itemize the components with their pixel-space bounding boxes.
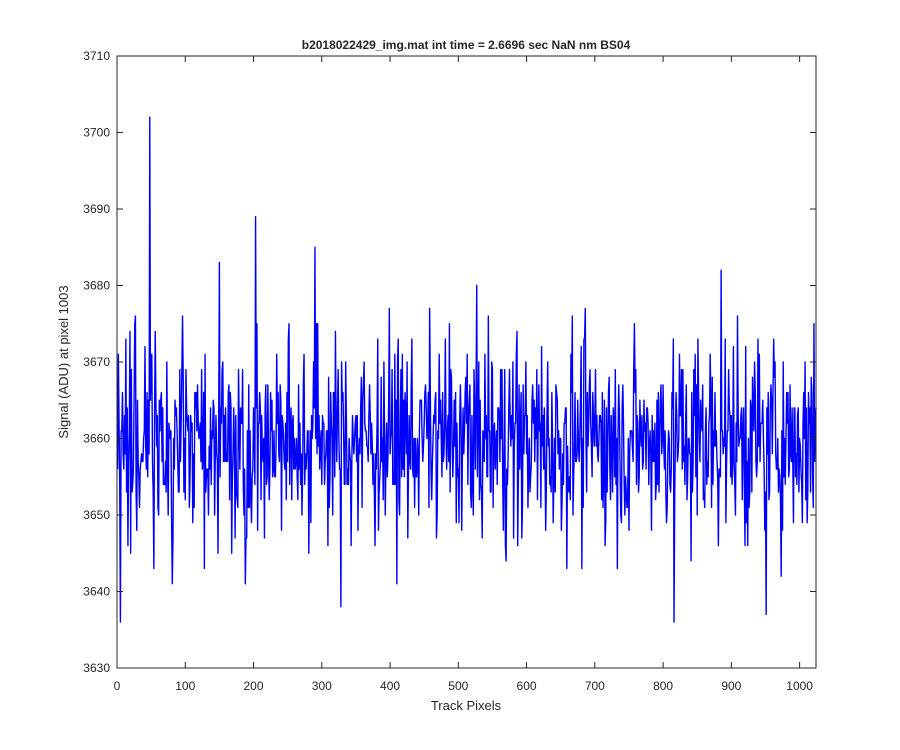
x-tick-label: 800: [653, 679, 673, 693]
x-tick-label: 900: [721, 679, 741, 693]
y-axis-ticks: 3630 3640 3650 3660 3670 3680 3690 3700 3710: [83, 49, 816, 675]
y-tick-label: 3680: [83, 279, 110, 293]
x-tick-label: 600: [517, 679, 537, 693]
x-tick-label: 0: [114, 679, 121, 693]
x-tick-label: 700: [585, 679, 605, 693]
y-tick-label: 3700: [83, 126, 110, 140]
x-tick-label: 400: [380, 679, 400, 693]
y-tick-label: 3640: [83, 585, 110, 599]
x-axis-label: Track Pixels: [431, 698, 502, 713]
x-tick-label: 300: [312, 679, 332, 693]
series-layer: [116, 116, 817, 623]
y-tick-label: 3650: [83, 508, 110, 522]
x-tick-label: 100: [175, 679, 195, 693]
series-line: [116, 116, 817, 623]
y-tick-label: 3630: [83, 661, 110, 675]
chart-title: b2018022429_img.mat int time = 2.6696 se…: [302, 38, 631, 52]
y-tick-label: 3690: [83, 202, 110, 216]
x-tick-label: 200: [244, 679, 264, 693]
x-tick-label: 1000: [786, 679, 813, 693]
x-tick-label: 500: [448, 679, 468, 693]
y-tick-label: 3660: [83, 432, 110, 446]
y-tick-label: 3710: [83, 49, 110, 63]
y-tick-label: 3670: [83, 355, 110, 369]
x-axis-ticks: 0 100 200 300 400 500 600 700 800 900 1000: [114, 56, 813, 693]
y-axis-label: Signal (ADU) at pixel 1003: [56, 285, 71, 438]
